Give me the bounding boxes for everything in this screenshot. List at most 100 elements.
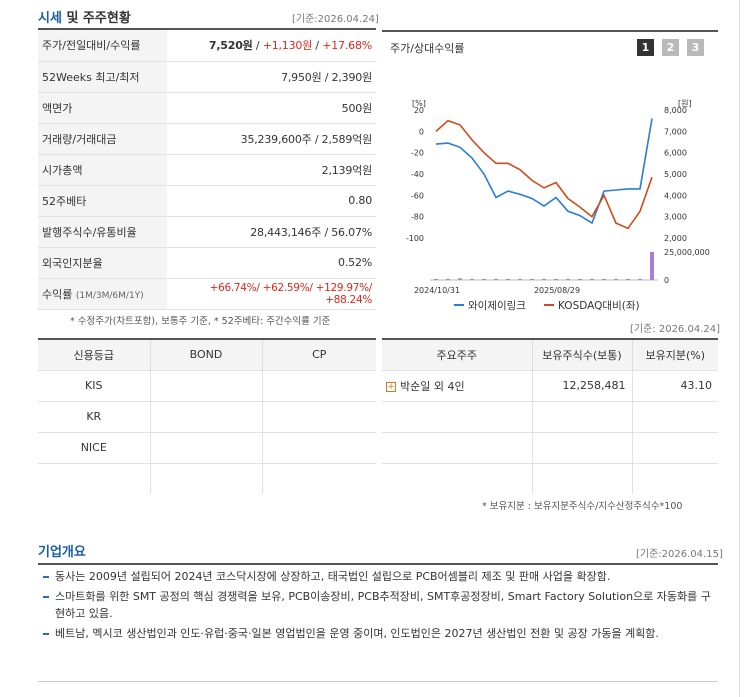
company-title: 기업개요 xyxy=(38,545,86,560)
volume-bar xyxy=(482,279,486,280)
shareholder-row-empty xyxy=(382,400,718,432)
info-row: 52주베타 0.80 xyxy=(38,185,376,217)
chart-tab-1[interactable]: 1 xyxy=(637,39,654,56)
volume-tick-top: 25,000,000 xyxy=(664,248,710,257)
info-row-price: 주가/전일대비/수익률 7,520원 / +1,130원 / +17.68% xyxy=(38,30,376,62)
info-row-returns: 수익률 (1M/3M/6M/1Y) +66.74%/ +62.59%/ +129… xyxy=(38,278,376,310)
chart-tab-3[interactable]: 3 xyxy=(687,39,704,56)
y-right-tick: 5,000 xyxy=(664,170,687,179)
info-key: 거래량/거래대금 xyxy=(38,123,167,155)
credit-row: NICE xyxy=(38,431,376,463)
credit-agency: KIS xyxy=(38,369,151,401)
x-tick: 2024/10/31 xyxy=(414,286,460,295)
company-description: 동사는 2009년 설립되어 2024년 코스닥시장에 상장하고, 태국법인 설… xyxy=(38,563,718,645)
shareholder-header: 주요주주 xyxy=(382,340,533,370)
credit-row: KIS xyxy=(38,369,376,401)
volume-bar xyxy=(542,279,546,280)
shareholder-row-empty xyxy=(382,462,718,494)
bottom-rule xyxy=(38,681,718,682)
company-date: [기준:2026.04.15] xyxy=(636,549,723,560)
chart-title: 주가/상대수익률 xyxy=(390,42,465,55)
credit-row: KR xyxy=(38,400,376,432)
shareholder-row[interactable]: + 박순일 외 4인 12,258,481 43.10 xyxy=(382,369,718,401)
y-left-tick: -40 xyxy=(411,170,424,179)
credit-header: CP xyxy=(262,340,376,370)
x-tick: 2025/08/29 xyxy=(534,286,580,295)
volume-bar xyxy=(602,279,606,280)
credit-header: BOND xyxy=(150,340,263,370)
shareholder-name-cell[interactable]: + 박순일 외 4인 xyxy=(382,369,533,401)
info-value: 0.80 xyxy=(167,185,376,217)
y-right-unit: [원] xyxy=(678,99,692,108)
shareholder-pct: 43.10 xyxy=(632,369,718,401)
legend-label: 와이제이링크 xyxy=(468,300,526,312)
info-key: 52주베타 xyxy=(38,185,167,217)
info-value: 2,139억원 xyxy=(167,154,376,186)
price-date: [기준:2026.04.24] xyxy=(292,14,379,25)
y-right-tick: 3,000 xyxy=(664,213,687,222)
info-key: 시가총액 xyxy=(38,154,167,186)
info-row: 시가총액 2,139억원 xyxy=(38,154,376,186)
credit-agency: NICE xyxy=(38,431,151,463)
info-row: 52Weeks 최고/최저 7,950원 / 2,390원 xyxy=(38,61,376,93)
description-item: 동사는 2009년 설립되어 2024년 코스닥시장에 상장하고, 태국법인 설… xyxy=(38,568,718,585)
volume-bar xyxy=(554,279,558,280)
series-line xyxy=(435,119,653,230)
y-right-tick: 6,000 xyxy=(664,149,687,158)
price-note: * 수정주가(차트포함), 보통주 기준, * 52주베타: 주간수익률 기준 xyxy=(70,316,331,327)
volume-bar xyxy=(494,279,498,280)
expand-plus-icon[interactable]: + xyxy=(386,381,396,392)
chart-tab-2[interactable]: 2 xyxy=(662,39,679,56)
description-item: 스마트화를 위한 SMT 공정의 핵심 경쟁력을 보유, PCB이송장비, PC… xyxy=(38,588,718,622)
info-value: 28,443,146주 / 56.07% xyxy=(167,216,376,248)
credit-row xyxy=(38,462,376,494)
y-right-tick: 4,000 xyxy=(664,191,687,200)
volume-bar xyxy=(506,279,510,280)
shareholder-shares: 12,258,481 xyxy=(532,369,633,401)
info-row: 액면가 500원 xyxy=(38,92,376,124)
price-top-rule xyxy=(38,28,376,30)
y-left-tick: -60 xyxy=(411,191,424,200)
series-line xyxy=(435,118,653,225)
price-section-title: 시세 및 주주현황 xyxy=(38,7,131,26)
y-left-tick: 20 xyxy=(414,106,424,115)
returns-value: +66.74%/ +62.59%/ +129.97%/ +88.24% xyxy=(167,278,376,310)
info-value: 7,520원 / +1,130원 / +17.68% xyxy=(167,30,376,62)
volume-bar xyxy=(590,279,594,280)
volume-bar xyxy=(458,278,462,280)
shareholder-name: 박순일 외 4인 xyxy=(400,379,465,393)
info-value: 35,239,600주 / 2,589억원 xyxy=(167,123,376,155)
shareholder-date: [기준: 2026.04.24] xyxy=(630,324,721,335)
info-value: 7,950원 / 2,390원 xyxy=(167,61,376,93)
volume-bar xyxy=(650,252,654,280)
info-row: 발행주식수/유통비율 28,443,146주 / 56.07% xyxy=(38,216,376,248)
price-rate: +17.68% xyxy=(322,39,372,53)
returns-sub: (1M/3M/6M/1Y) xyxy=(75,290,144,301)
y-left-tick: 0 xyxy=(419,127,424,136)
info-key: 52Weeks 최고/최저 xyxy=(38,61,167,93)
price-info-table: 주가/전일대비/수익률 7,520원 / +1,130원 / +17.68% 5… xyxy=(38,30,376,310)
info-row: 외국인지분율 0.52% xyxy=(38,247,376,279)
volume-bar xyxy=(566,279,570,280)
returns-label: 수익률 xyxy=(42,287,73,301)
page-edge xyxy=(739,0,740,697)
shareholder-row-empty xyxy=(382,431,718,463)
credit-header: 신용등급 xyxy=(38,340,151,370)
y-right-tick: 7,000 xyxy=(664,127,687,136)
chart-panel: 주가/상대수익률 1 2 3 [%] [원] 20 0 -20 -40 -60 -80 -100… xyxy=(382,30,718,312)
volume-bar xyxy=(446,278,450,280)
volume-bar xyxy=(530,279,534,280)
volume-tick-zero: 0 xyxy=(664,276,669,285)
shareholder-note: * 보유지분 : 보유지분주식수/지수산정주식수*100 xyxy=(482,501,683,512)
y-left-unit: [%] xyxy=(412,99,426,108)
volume-bar xyxy=(434,279,438,280)
info-key: 발행주식수/유통비율 xyxy=(38,216,167,248)
volume-bar xyxy=(626,279,630,280)
price-change: +1,130원 xyxy=(262,39,313,53)
y-left-tick: -20 xyxy=(411,149,424,158)
title-rest-part: 및 주주현황 xyxy=(61,11,131,26)
y-right-tick: 2,000 xyxy=(664,234,687,243)
y-left-tick: -80 xyxy=(411,213,424,222)
credit-agency: KR xyxy=(38,400,151,432)
legend-label: KOSDAQ대비(좌) xyxy=(558,300,640,312)
